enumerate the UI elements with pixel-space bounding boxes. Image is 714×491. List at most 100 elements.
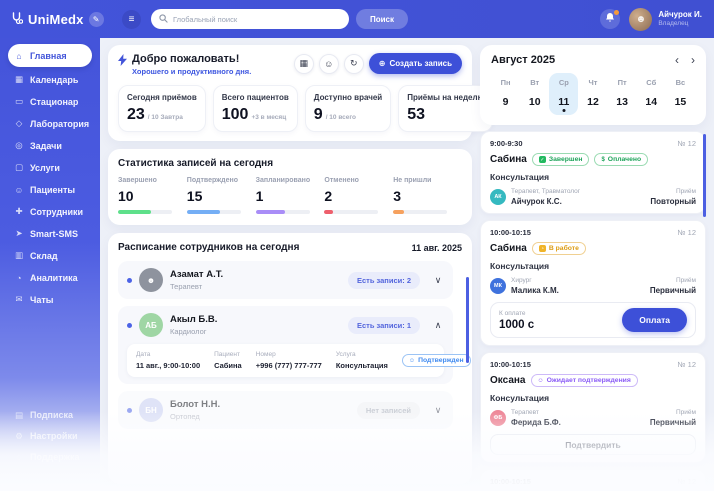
- statistics-title: Статистика записей на сегодня: [118, 158, 274, 169]
- sidebar-item-settings[interactable]: ⚙ Настройки: [8, 430, 86, 442]
- appointment-time: 9:00-9:30: [490, 139, 523, 148]
- records-badge: Нет записей: [356, 401, 420, 419]
- stat-sub: / 10 всего: [325, 114, 356, 121]
- doctor-name: Айчурок К.С.: [511, 197, 562, 206]
- visit-label: Приём: [675, 188, 696, 195]
- calendar-prev-icon[interactable]: ‹: [675, 53, 679, 67]
- calendar-cell[interactable]: Чт 12: [587, 78, 599, 108]
- sidebar-item-calendar[interactable]: ▦ Календарь: [8, 70, 92, 89]
- calendar-cell[interactable]: Пн 9: [500, 78, 511, 108]
- patient-name: Сабина: [490, 243, 527, 254]
- sidebar-item-services[interactable]: ▢ Услуги: [8, 158, 92, 177]
- sidebar-item-laboratory[interactable]: ◇ Лаборатория: [8, 114, 92, 133]
- doctor-role: Хирург: [511, 277, 532, 284]
- progress-fill: [393, 210, 404, 214]
- search-icon: [159, 10, 168, 28]
- sidebar-item-home[interactable]: ⌂ Главная: [8, 44, 92, 67]
- employee-row-azamat[interactable]: ☻ Азамат А.Т. Терапевт Есть записи: 2 ∨: [118, 261, 453, 299]
- sidebar-item-chats[interactable]: ✉ Чаты: [8, 290, 92, 309]
- appointment-card-1[interactable]: 9:00-9:30 № 12 Сабина ✓ Завершен $ Оплач…: [480, 131, 706, 214]
- menu-toggle-button[interactable]: ≡: [122, 9, 141, 29]
- sidebar: ⌂ Главная ▦ Календарь ▭ Стационар ◇ Лабо…: [0, 38, 100, 491]
- sidebar-item-label: Сотрудники: [30, 206, 84, 217]
- sidebar-item-label: Стационар: [30, 96, 79, 107]
- sidebar-item-label: Задачи: [30, 140, 62, 151]
- confirm-button[interactable]: Подтвердить: [490, 434, 696, 455]
- bell-icon: [605, 10, 615, 28]
- calendar-cell[interactable]: Вт 10: [528, 78, 541, 108]
- appointment-card-4[interactable]: 10:00-10:15 № 12 Нуркыз ☺ Подтвержден Ко…: [480, 469, 706, 491]
- person-icon: ☺: [537, 377, 544, 384]
- records-badge: Есть записи: 2: [347, 271, 420, 289]
- search-button[interactable]: Поиск: [356, 9, 409, 29]
- appointment-card-2[interactable]: 10:00-10:15 № 12 Сабина ◔ В работе Консу…: [480, 220, 706, 346]
- doctor-avatar: ФБ: [490, 410, 506, 426]
- progress-fill: [118, 210, 152, 214]
- appointment-card-3[interactable]: 10:00-10:15 № 12 Оксана ☺ Ожидает подтве…: [480, 352, 706, 463]
- sidebar-item-subscription[interactable]: ▤ Подписка: [8, 409, 86, 421]
- employee-row-bolot[interactable]: БН Болот Н.Н. Ортопед Нет записей ∨: [118, 391, 453, 429]
- sidebar-item-label: Чаты: [30, 294, 54, 305]
- user-role: Владелец: [658, 19, 689, 27]
- calendar-cell[interactable]: Пт 13: [616, 78, 628, 108]
- stethoscope-logo-icon: [12, 11, 24, 27]
- refresh-button[interactable]: ↻: [343, 53, 364, 74]
- user-avatar[interactable]: ☻: [629, 7, 653, 31]
- user-meta[interactable]: Айчурок И. Владелец: [658, 10, 702, 27]
- pencil-icon: ✎: [92, 14, 100, 24]
- detail-service: Услуга Консультация: [335, 351, 388, 370]
- subscription-icon: ▤: [14, 409, 24, 420]
- schedule-scrollbar[interactable]: [466, 277, 469, 363]
- calendar-next-icon[interactable]: ›: [691, 53, 695, 67]
- add-patient-button[interactable]: ☺: [318, 53, 339, 74]
- chevron-down-icon[interactable]: ∨: [434, 274, 442, 285]
- lightning-icon: [118, 54, 127, 69]
- in-progress-status-badge: ◔ В работе: [531, 242, 586, 255]
- sidebar-item-smart-sms[interactable]: ➤ Smart-SMS: [8, 224, 92, 243]
- payment-label: К оплате: [499, 309, 526, 317]
- sidebar-item-patients[interactable]: ☺ Пациенты: [8, 180, 92, 199]
- avatar: БН: [139, 398, 163, 422]
- service-name: Консультация: [490, 393, 550, 403]
- payment-box: К оплате 1000 с Оплата: [490, 302, 696, 338]
- progress-track: [393, 210, 448, 214]
- global-search[interactable]: [151, 9, 349, 29]
- plus-circle-icon: ⊕: [378, 59, 386, 68]
- sidebar-item-warehouse[interactable]: ▥ Склад: [8, 246, 92, 265]
- welcome-subtitle: Хорошего и продуктивного дня.: [132, 67, 252, 76]
- calendar-icon: ▦: [299, 58, 308, 68]
- chevron-down-icon[interactable]: ∨: [434, 404, 442, 415]
- appointments-scrollbar[interactable]: [703, 134, 706, 217]
- notifications-button[interactable]: [600, 9, 621, 29]
- calendar-cell[interactable]: Вс 15: [674, 78, 687, 108]
- schedule-date: 11 авг. 2025: [411, 242, 462, 253]
- support-icon: ◌: [16, 452, 22, 462]
- create-record-button[interactable]: ⊕ Создать запись: [368, 53, 462, 74]
- stat-no-show: Не пришли 3: [393, 177, 462, 214]
- calendar-cell[interactable]: Сб 14: [645, 78, 658, 108]
- calendar-cell-selected[interactable]: Ср 11: [549, 73, 579, 115]
- person-add-icon: ☺: [324, 58, 334, 69]
- sidebar-item-inpatient[interactable]: ▭ Стационар: [8, 92, 92, 111]
- sidebar-item-label: Подписка: [30, 410, 74, 420]
- appointment-time: 10:00-10:15: [490, 228, 531, 237]
- employee-row-akyl[interactable]: АБ Акыл Б.В. Кардиолог Есть записи: 1 ∧ …: [118, 306, 471, 384]
- edit-brand-button[interactable]: ✎: [88, 11, 104, 27]
- sidebar-item-label: Услуги: [30, 162, 60, 173]
- search-input[interactable]: [173, 14, 341, 24]
- hamburger-icon: ≡: [128, 13, 135, 25]
- user-name: Айчурок И.: [658, 10, 702, 20]
- pay-button[interactable]: Оплата: [622, 308, 687, 332]
- employee-name: Акыл Б.В.: [170, 314, 218, 325]
- sidebar-item-staff[interactable]: ✚ Сотрудники: [8, 202, 92, 221]
- sidebar-item-analytics[interactable]: ◔ Аналитика: [8, 268, 92, 287]
- schedule-title: Расписание сотрудников на сегодня: [118, 242, 300, 253]
- sidebar-item-tasks[interactable]: ◎ Задачи: [8, 136, 92, 155]
- refresh-icon: ↻: [349, 58, 358, 68]
- appointment-number: № 12: [677, 477, 696, 486]
- stat-label: Доступно врачей: [313, 93, 383, 102]
- sidebar-item-support[interactable]: ◌ Поддержка: [8, 451, 86, 463]
- chevron-up-icon[interactable]: ∧: [434, 319, 442, 330]
- quick-calendar-button[interactable]: ▦: [293, 53, 314, 74]
- services-icon: ▢: [14, 162, 24, 172]
